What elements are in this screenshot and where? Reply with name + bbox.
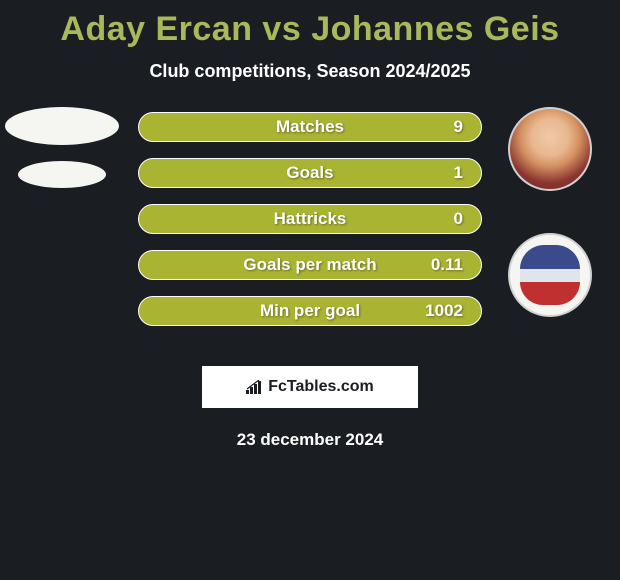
stat-row: Goals per match 0.11	[138, 250, 482, 280]
stats-content: Matches 9 Goals 1 Hattricks 0 Goals per …	[0, 112, 620, 352]
footer-brand-text: FcTables.com	[268, 378, 374, 396]
footer-date: 23 december 2024	[0, 430, 620, 450]
stat-value-right: 0.11	[431, 255, 463, 275]
stat-value-right: 1	[454, 163, 463, 183]
footer-brand-badge: FcTables.com	[202, 366, 418, 408]
comparison-subtitle: Club competitions, Season 2024/2025	[0, 61, 620, 82]
stat-value-right: 9	[454, 117, 463, 137]
team-right-avatar	[508, 233, 592, 317]
stat-row: Matches 9	[138, 112, 482, 142]
stat-label: Min per goal	[260, 301, 360, 321]
stat-rows: Matches 9 Goals 1 Hattricks 0 Goals per …	[138, 112, 482, 342]
right-avatars	[508, 107, 592, 317]
stat-label: Goals	[286, 163, 333, 183]
stat-row: Min per goal 1002	[138, 296, 482, 326]
comparison-title: Aday Ercan vs Johannes Geis	[0, 0, 620, 49]
player-right-avatar	[508, 107, 592, 191]
left-avatars	[5, 107, 119, 188]
stat-label: Goals per match	[243, 255, 376, 275]
stat-row: Goals 1	[138, 158, 482, 188]
stat-value-right: 1002	[425, 301, 463, 321]
stat-label: Hattricks	[274, 209, 347, 229]
player-left-avatar	[5, 107, 119, 145]
stat-row: Hattricks 0	[138, 204, 482, 234]
stat-value-right: 0	[454, 209, 463, 229]
bar-chart-icon	[246, 380, 264, 394]
team-left-avatar	[18, 161, 106, 188]
team-right-logo	[520, 245, 580, 305]
stat-label: Matches	[276, 117, 344, 137]
